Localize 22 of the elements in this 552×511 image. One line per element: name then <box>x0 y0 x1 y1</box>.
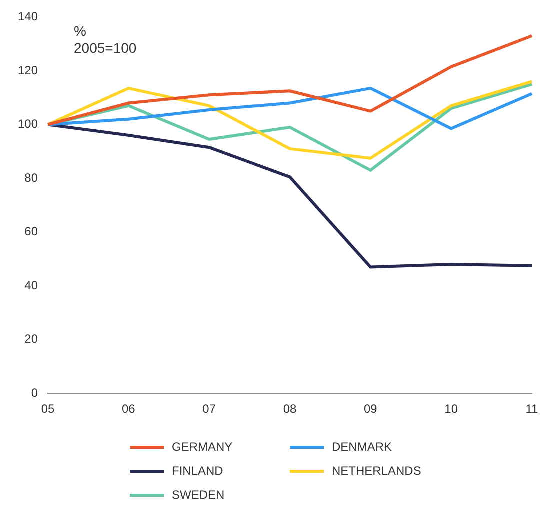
y-tick-label: 40 <box>24 278 38 292</box>
x-tick-label: 08 <box>283 402 298 416</box>
x-tick-label: 10 <box>444 402 458 416</box>
x-tick-label: 09 <box>364 402 378 416</box>
x-tick-label: 06 <box>122 402 136 416</box>
x-tick-label: 07 <box>202 402 216 416</box>
y-tick-label: 140 <box>18 10 38 24</box>
y-tick-label: 20 <box>24 332 38 346</box>
legend-label: FINLAND <box>172 464 224 478</box>
y-tick-label: 0 <box>31 386 38 400</box>
y-tick-label: 100 <box>18 117 38 132</box>
annotation: % <box>74 23 86 40</box>
legend-label: SWEDEN <box>172 488 225 502</box>
annotation: 2005=100 <box>74 40 137 56</box>
x-tick-label: 05 <box>41 402 56 416</box>
y-tick-label: 60 <box>24 224 38 239</box>
y-tick-label: 120 <box>18 63 38 78</box>
legend-label: GERMANY <box>172 440 233 454</box>
legend-label: DENMARK <box>332 440 392 454</box>
y-tick-label: 80 <box>24 170 38 185</box>
x-tick-label: 11 <box>526 402 539 416</box>
legend-label: NETHERLANDS <box>332 464 422 478</box>
